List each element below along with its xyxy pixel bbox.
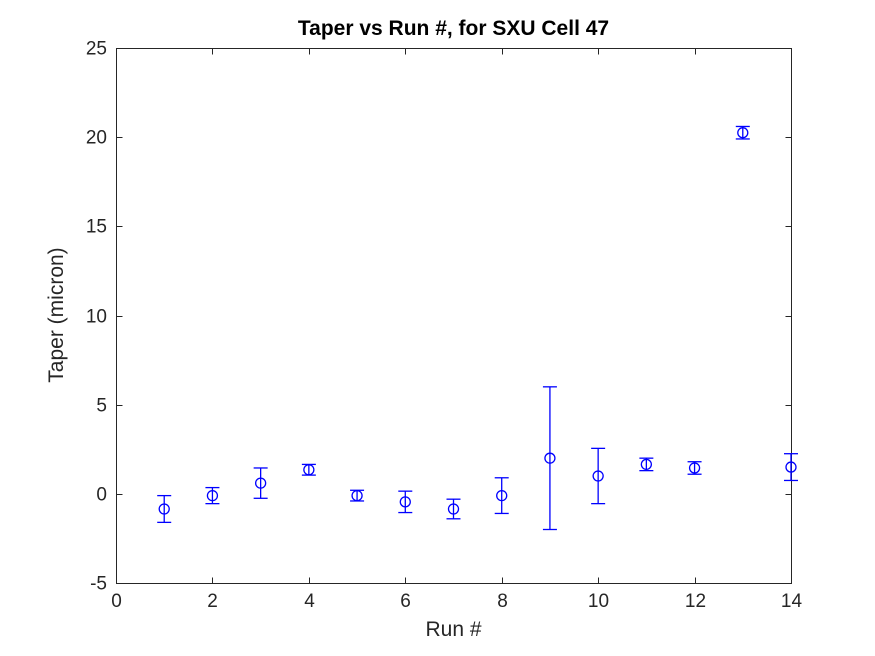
x-tick-label: 10 <box>588 591 609 612</box>
data-point-marker <box>158 503 170 515</box>
data-point-marker <box>785 461 797 473</box>
x-tick-label: 2 <box>207 591 218 612</box>
data-point-marker <box>351 489 363 502</box>
x-tick-label: 12 <box>685 591 706 612</box>
data-point-marker <box>544 452 556 464</box>
y-tick-label: -5 <box>90 574 107 595</box>
chart-title: Taper vs Run #, for SXU Cell 47 <box>297 17 610 40</box>
data-point-marker <box>496 489 508 502</box>
x-tick-label: 4 <box>304 591 315 612</box>
data-point-marker <box>640 458 653 471</box>
x-tick-label: 14 <box>781 591 803 612</box>
data-point-marker <box>447 503 460 515</box>
x-axis-label: Run # <box>425 618 482 641</box>
data-point-marker <box>254 477 267 489</box>
data-point-marker <box>303 464 315 476</box>
y-tick-label: 0 <box>96 485 107 506</box>
y-axis-label-text: Taper (micron) <box>45 247 68 383</box>
data-point-marker <box>592 470 604 482</box>
y-tick-label: 20 <box>86 128 107 149</box>
x-tick-label: 8 <box>497 591 508 612</box>
y-tick-label: 15 <box>86 217 107 238</box>
data-point-marker <box>399 496 411 508</box>
y-tick-label: 10 <box>86 307 107 328</box>
y-tick-label: 5 <box>96 396 107 417</box>
data-point-marker <box>737 127 749 139</box>
data-point-marker <box>206 489 219 502</box>
x-tick-label: 0 <box>111 591 122 612</box>
y-tick-label: 25 <box>86 39 107 60</box>
x-tick-label: 6 <box>400 591 411 612</box>
data-point-marker <box>688 462 701 474</box>
